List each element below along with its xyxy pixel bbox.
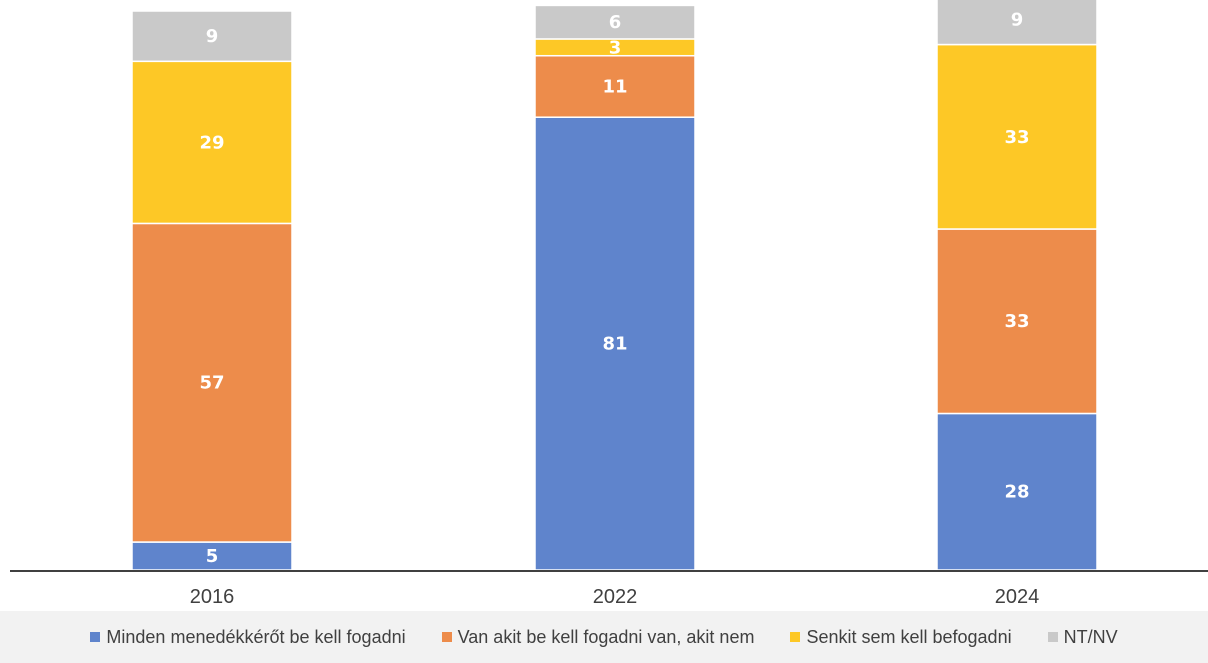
- bar-segment-2024-series-3: [936, 43, 1098, 230]
- bar-segment-2016-series-2: [131, 222, 293, 543]
- legend-item-1: Minden menedékkérőt be kell fogadni: [90, 626, 406, 648]
- legend-swatch-3: [790, 632, 801, 642]
- data-label-2024-series-1: 28: [1004, 482, 1029, 503]
- x-tick-label-2022: 2022: [593, 586, 638, 608]
- data-label-2016-series-4: 9: [206, 26, 219, 47]
- x-tick-labels: 2016 2022 2024: [190, 586, 1040, 608]
- legend-swatch-1: [90, 632, 101, 642]
- x-tick-label-2016: 2016: [190, 586, 235, 608]
- bar-segment-2022-series-4: [534, 4, 696, 40]
- stacked-bar-chart: 5 57 29 9 81 11 3 6 28 33 33 9 2016 2022 2024: [10, 0, 1208, 608]
- legend-item-2: Van akit be kell fogadni van, akit nem: [441, 626, 755, 648]
- data-label-2016-series-2: 57: [199, 373, 224, 394]
- bar-segment-2024-series-4: [936, 0, 1098, 46]
- data-label-2022-series-3: 3: [609, 37, 622, 58]
- bar-segment-2024-series-2: [936, 228, 1098, 415]
- bar-segment-2022-series-2: [534, 54, 696, 118]
- data-label-2024-series-3: 33: [1004, 127, 1029, 148]
- bar-segment-2016-series-4: [131, 10, 293, 63]
- legend-swatch-4: [1047, 632, 1058, 642]
- data-label-2016-series-3: 29: [199, 132, 224, 153]
- data-label-2024-series-4: 9: [1011, 9, 1024, 30]
- chart-legend: Minden menedékkérőt be kell fogadni Van a…: [0, 611, 1208, 663]
- bar-segment-2016-series-1: [131, 541, 293, 571]
- data-label-2024-series-2: 33: [1004, 311, 1029, 332]
- bar-segment-2024-series-1: [936, 412, 1098, 571]
- legend-item-3: Senkit sem kell befogadni: [790, 626, 1012, 648]
- legend-label-3: Senkit sem kell befogadni: [806, 626, 1012, 647]
- legend-label-1: Minden menedékkérőt be kell fogadni: [106, 626, 406, 647]
- legend-item-4: NT/NV: [1047, 626, 1118, 648]
- data-label-2022-series-4: 6: [609, 12, 622, 33]
- bar-segment-2022-series-1: [534, 116, 696, 571]
- x-tick-label-2024: 2024: [995, 586, 1040, 608]
- data-label-2022-series-2: 11: [602, 76, 627, 97]
- data-label-2022-series-1: 81: [602, 334, 627, 355]
- legend-swatch-2: [441, 632, 452, 642]
- legend-label-2: Van akit be kell fogadni van, akit nem: [457, 626, 755, 647]
- legend-label-4: NT/NV: [1063, 626, 1118, 647]
- data-label-2016-series-1: 5: [206, 546, 219, 567]
- bars-group: 5 57 29 9 81 11 3 6 28 33 33 9: [131, 0, 1098, 571]
